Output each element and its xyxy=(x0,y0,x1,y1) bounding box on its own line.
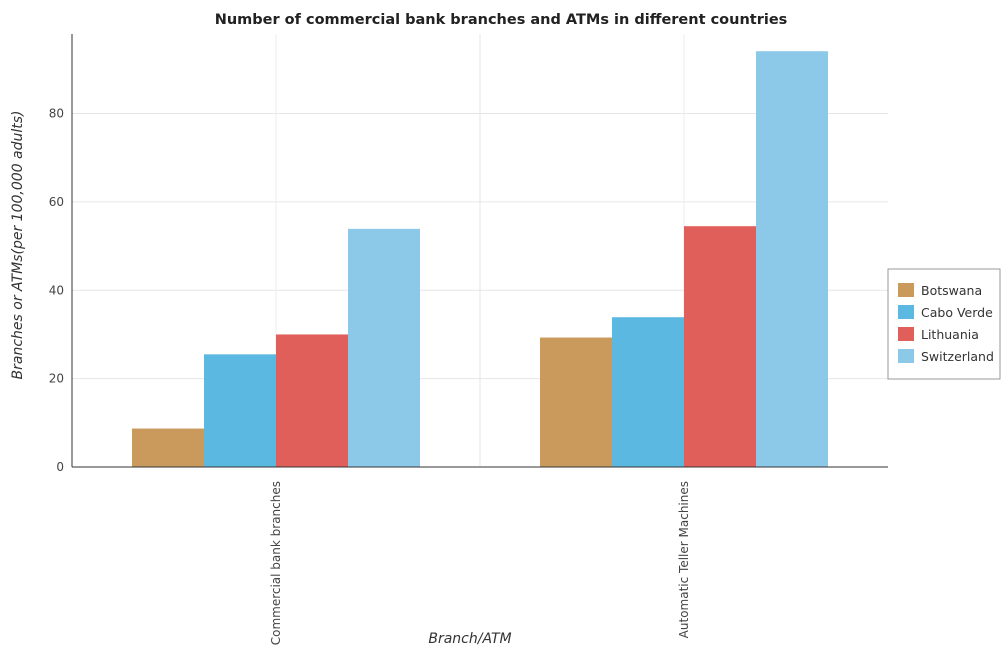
bar xyxy=(276,334,348,467)
legend-label: Botswana xyxy=(921,283,982,298)
bar xyxy=(132,428,204,467)
y-tick-label: 20 xyxy=(49,372,64,386)
bars xyxy=(132,51,828,468)
bar xyxy=(612,317,684,467)
y-tick-label: 40 xyxy=(49,283,64,297)
axes: 0 20 40 60 80 Commercial bank branches Automat… xyxy=(49,34,888,645)
legend-swatch xyxy=(898,349,914,363)
y-tick-label: 0 xyxy=(56,460,64,474)
bar xyxy=(684,226,756,467)
bar xyxy=(540,337,612,467)
bar xyxy=(756,51,828,468)
x-tick-label: Commercial bank branches xyxy=(269,481,283,645)
legend-swatch xyxy=(898,305,914,319)
legend: Botswana Cabo Verde Lithuania Switzerland xyxy=(887,268,1001,380)
y-tick-label: 80 xyxy=(49,107,64,121)
legend-label: Switzerland xyxy=(921,349,994,364)
bar xyxy=(204,354,276,467)
legend-swatch xyxy=(898,327,914,341)
chart-title: Number of commercial bank branches and A… xyxy=(215,12,788,28)
legend-label: Lithuania xyxy=(921,327,979,342)
y-axis-label: Branches or ATMs(per 100,000 adults) xyxy=(10,111,26,380)
x-axis-label: Branch/ATM xyxy=(428,631,511,647)
legend-swatch xyxy=(898,283,914,297)
x-tick-label: Automatic Teller Machines xyxy=(677,481,691,638)
legend-label: Cabo Verde xyxy=(921,305,993,320)
bar xyxy=(348,228,420,467)
y-tick-label: 60 xyxy=(49,195,64,209)
